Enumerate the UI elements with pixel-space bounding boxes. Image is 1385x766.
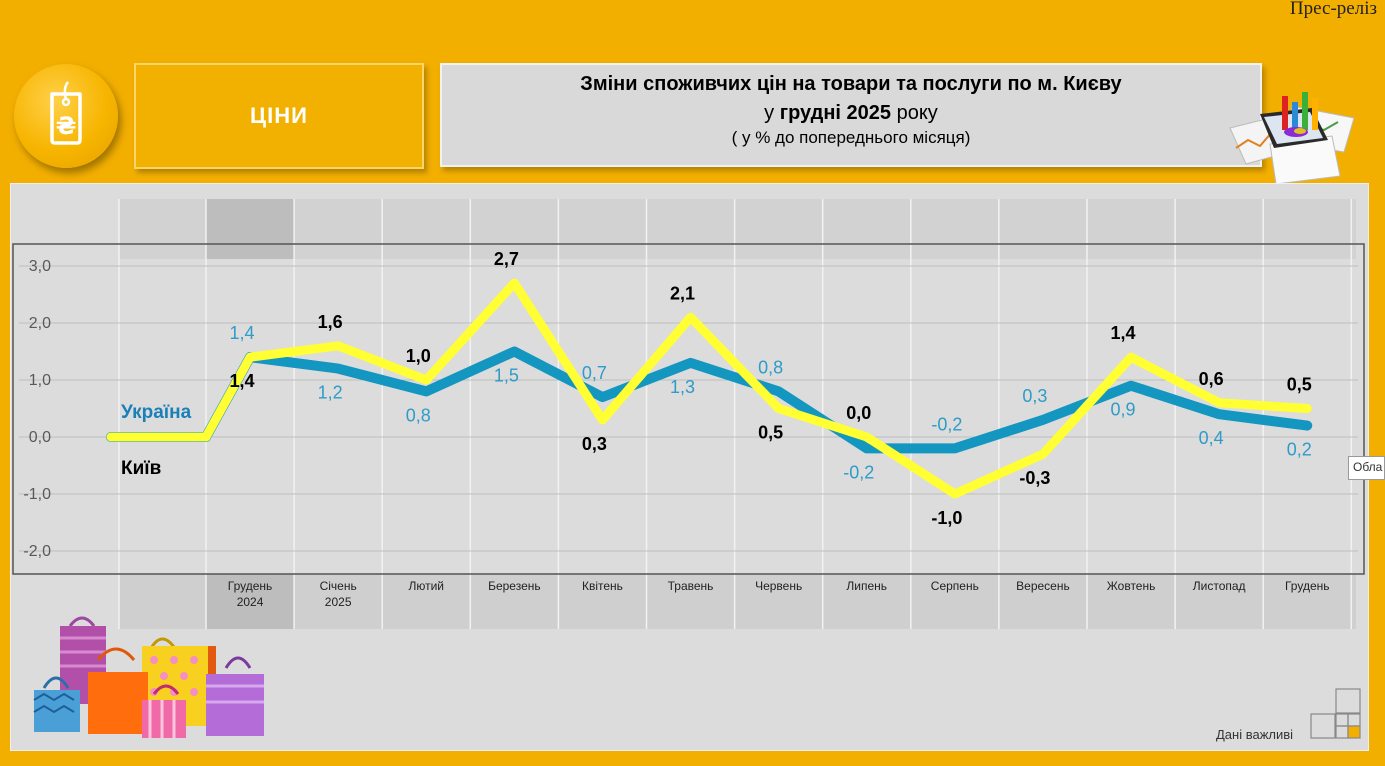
data-label-kyiv: 2,1 [670, 283, 695, 303]
x-tick-label: Листопад [1193, 579, 1246, 593]
series-name-kyiv: Київ [121, 458, 161, 479]
shopping-bags-icon [30, 612, 270, 747]
x-tick-label: Травень [668, 579, 714, 593]
line-chart: 3,0 2,0 1,0 0,0 -1,0 -2,0 Грудень 2024 Січень 202… [12, 199, 1365, 629]
x-tick-label: Лютий [408, 579, 444, 593]
data-label-ukraine: -0,2 [931, 414, 962, 434]
tooltip-fragment: Обла [1348, 456, 1385, 480]
title-suffix: року [891, 102, 938, 124]
data-label-ukraine: 0,9 [1111, 400, 1136, 420]
hryvnia-tag-icon: ₴ [14, 64, 118, 168]
press-release-label: Прес-реліз [1289, 0, 1377, 19]
y-tick-label: -1,0 [23, 486, 51, 503]
category-cell-highlight [206, 574, 295, 629]
data-label-kyiv: 0,5 [758, 423, 783, 443]
y-tick-label: 0,0 [29, 429, 51, 446]
title-line-1: Зміни споживчих цін на товари та послуги… [580, 73, 1122, 95]
x-tick-label: Січень 2025 [320, 579, 357, 609]
series-line-kyiv [106, 278, 1312, 499]
data-label-ukraine: 0,7 [582, 363, 607, 383]
header-band [119, 199, 1356, 259]
data-label-ukraine: 1,5 [494, 366, 519, 386]
x-tick-label: Березень [488, 579, 541, 593]
page-title: Зміни споживчих цін на товари та послуги… [440, 63, 1262, 167]
data-label-kyiv: -1,0 [931, 508, 962, 528]
x-tick-label: Жовтень [1107, 579, 1156, 593]
data-label-kyiv: 0,6 [1199, 369, 1224, 389]
header-cell-highlight [206, 199, 295, 259]
data-label-ukraine: 1,4 [230, 323, 255, 343]
data-label-ukraine: 0,2 [1287, 440, 1312, 460]
svg-text:₴: ₴ [56, 112, 77, 140]
x-tick-label: Грудень 2024 [228, 579, 273, 609]
data-label-ukraine: 0,8 [758, 357, 783, 377]
data-label-kyiv: 1,4 [1111, 323, 1136, 343]
data-label-kyiv: 0,0 [846, 403, 871, 423]
chart-panel: 3,0 2,0 1,0 0,0 -1,0 -2,0 Грудень 2024 Січень 202… [10, 183, 1369, 751]
category-band [119, 574, 1356, 629]
data-label-kyiv: 0,3 [582, 434, 607, 454]
y-tick-label: 2,0 [29, 315, 51, 332]
series-name-ukraine: Україна [121, 402, 192, 423]
y-tick-label: 3,0 [29, 258, 51, 275]
series-line-ukraine [106, 346, 1313, 454]
title-subtitle: ( у % до попереднього місяця) [731, 128, 971, 147]
x-tick-label: Червень [755, 579, 802, 593]
section-label: ЦІНИ [134, 63, 424, 169]
data-label-kyiv: 1,4 [230, 371, 255, 391]
footer-note: Дані важливі [1216, 727, 1294, 742]
x-tick-label: Вересень [1016, 579, 1070, 593]
data-label-kyiv: 0,5 [1287, 375, 1312, 395]
title-period: грудні 2025 [779, 102, 892, 124]
y-tick-label: 1,0 [29, 372, 51, 389]
data-label-ukraine: -0,2 [843, 462, 874, 482]
data-label-ukraine: 1,3 [670, 377, 695, 397]
x-tick-label: Квітень [582, 579, 623, 593]
x-tick-label: Серпень [931, 579, 979, 593]
data-label-ukraine: 1,2 [318, 383, 343, 403]
x-tick-label: Липень [846, 579, 887, 593]
grid-squares-icon [1310, 688, 1362, 745]
x-tick-label: Грудень [1285, 579, 1330, 593]
tablet-bar-chart-icon [1226, 88, 1356, 191]
data-label-ukraine: 0,4 [1199, 428, 1224, 448]
title-prefix: у [764, 102, 780, 124]
data-label-kyiv: 2,7 [494, 249, 519, 269]
data-label-ukraine: 0,8 [406, 405, 431, 425]
data-label-kyiv: 1,6 [318, 312, 343, 332]
title-line-2: у грудні 2025 року [442, 102, 1260, 125]
plot-frame [12, 243, 1365, 575]
data-label-kyiv: 1,0 [406, 346, 431, 366]
y-tick-label: -2,0 [23, 543, 51, 560]
data-label-kyiv: -0,3 [1019, 468, 1050, 488]
data-label-ukraine: 0,3 [1022, 386, 1047, 406]
